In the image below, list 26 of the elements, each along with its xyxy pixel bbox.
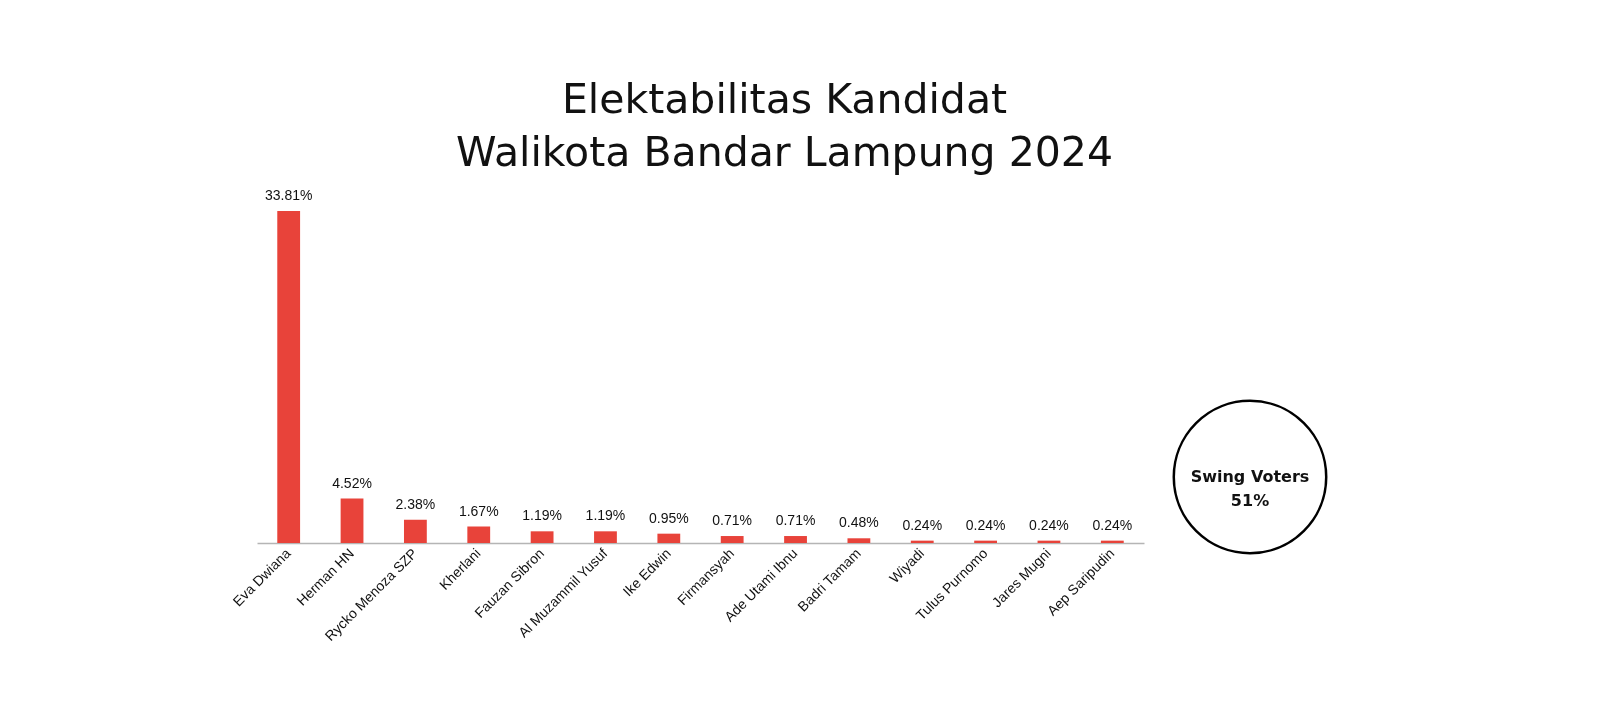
bar [277,211,301,543]
bar [467,526,491,543]
data-label: 2.38% [395,495,436,512]
data-label: 4.52% [332,474,372,491]
data-label: 0.95% [648,509,689,526]
data-label: 0.24% [1092,516,1133,533]
data-label: 1.19% [585,507,626,524]
data-label: 1.19% [522,507,562,524]
bar [594,531,617,543]
data-label: 0.48% [839,514,879,531]
bar [720,536,744,543]
bar [784,536,807,543]
data-label: 0.24% [1029,516,1069,533]
bar [530,531,554,543]
data-label: 1.67% [458,502,499,519]
data-label: 0.24% [965,516,1006,533]
bar [403,519,427,543]
data-label: 0.71% [775,512,816,529]
bar [657,533,681,543]
text: Swing Voters 51% [1190,467,1310,510]
data-label: 33.81% [264,187,313,203]
bar [847,538,871,543]
bar [340,498,364,543]
data-label: 0.24% [902,516,943,533]
data-label: 0.71% [712,512,753,529]
chart-title: Elektabilitas Kandidat Walikota Bandar Lampung 2024 [455,75,1114,176]
